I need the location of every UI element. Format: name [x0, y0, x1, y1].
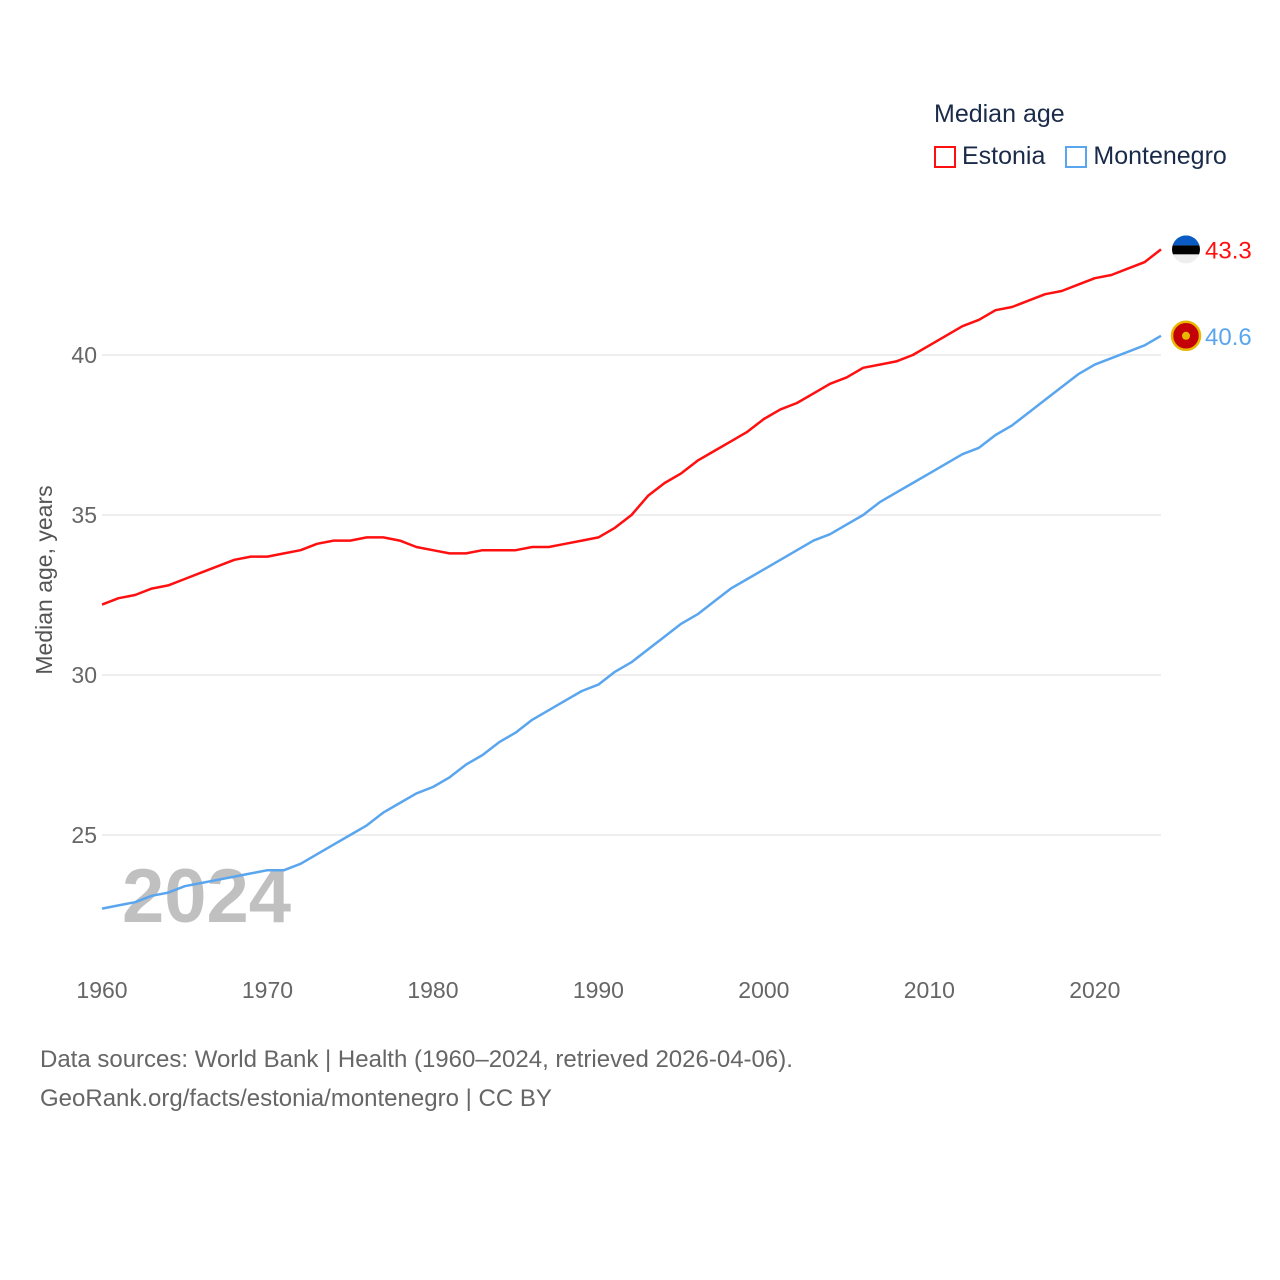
y-tick-label: 35 — [71, 502, 97, 528]
x-tick-label: 1990 — [573, 977, 624, 1003]
x-tick-label: 1970 — [242, 977, 293, 1003]
legend-swatch-montenegro[interactable] — [1065, 145, 1088, 168]
source-link[interactable]: GeoRank.org/facts/estonia/montenegro | C… — [40, 1085, 552, 1112]
legend-label-estonia[interactable]: Estonia — [962, 142, 1046, 170]
y-tick-label: 25 — [71, 822, 97, 848]
series-line-montenegro — [101, 334, 1162, 910]
legend-swatch-estonia[interactable] — [934, 145, 956, 168]
montenegro-flag-icon — [1182, 331, 1190, 340]
x-tick-label: 1960 — [76, 977, 127, 1003]
estonia-flag-icon — [1172, 254, 1200, 264]
data-source: Data sources: World Bank | Health (1960–… — [40, 1046, 793, 1073]
x-tick-label: 2010 — [904, 977, 955, 1003]
estonia-flag-icon — [1172, 245, 1200, 255]
y-axis-label: Median age, years — [31, 485, 57, 674]
series-line-estonia — [101, 248, 1162, 606]
legend-title: Median age — [934, 100, 1065, 128]
estonia-flag-icon — [1172, 235, 1200, 246]
y-tick-label: 40 — [71, 342, 97, 368]
x-tick-label: 2020 — [1069, 977, 1120, 1003]
x-tick-label: 2000 — [738, 977, 789, 1003]
y-tick-label: 30 — [71, 662, 97, 688]
end-value-label-estonia: 43.3 — [1205, 237, 1252, 264]
x-tick-label: 1980 — [407, 977, 458, 1003]
legend-label-montenegro[interactable]: Montenegro — [1093, 142, 1227, 170]
end-value-label-montenegro: 40.6 — [1205, 324, 1252, 351]
legend: Estonia Montenegro — [934, 142, 1227, 171]
